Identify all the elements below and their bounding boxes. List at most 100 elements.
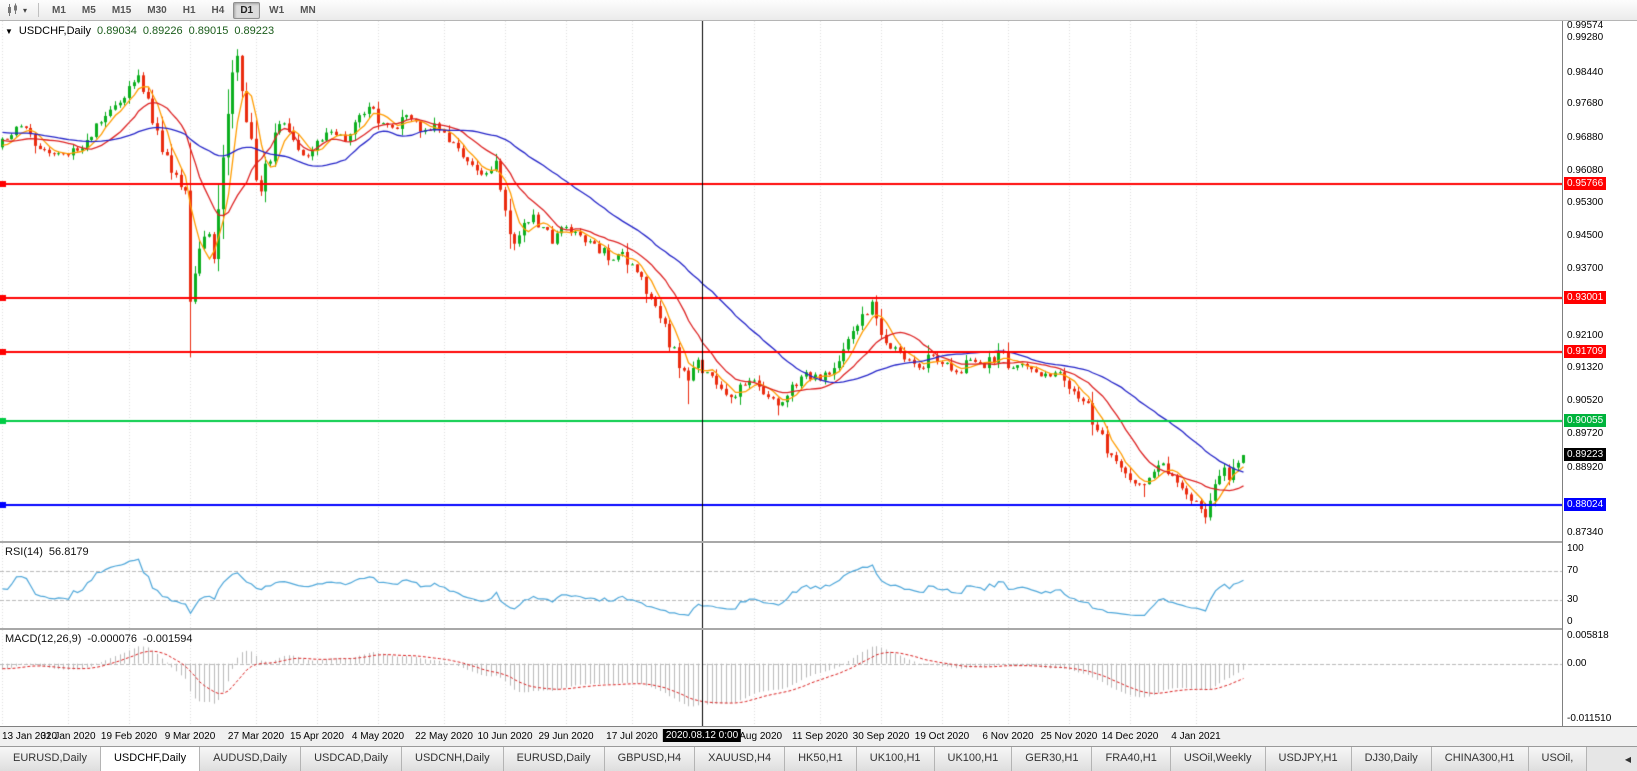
timeframe-m15-button[interactable]: M15	[111, 4, 132, 16]
chart-tab-xauusd-h4[interactable]: XAUUSD,H4	[695, 747, 786, 771]
time-axis-label: 24 Aug 2020	[725, 731, 783, 742]
price-chart-canvas[interactable]	[0, 21, 1562, 541]
price-axis-label: 0.98440	[1567, 66, 1604, 78]
time-axis-label: 9 Mar 2020	[164, 731, 216, 742]
tab-scroll-left-icon[interactable]: ◀	[1619, 747, 1637, 771]
price-axis-label: 0.90520	[1567, 395, 1604, 407]
ohlc-low: 0.89015	[188, 25, 229, 37]
time-axis-label: 19 Oct 2020	[914, 731, 970, 742]
timeframe-d1-button[interactable]: D1	[233, 1, 261, 19]
pane-separator[interactable]	[0, 541, 1637, 543]
price-axis-label: 0.89720	[1567, 428, 1604, 440]
rsi-indicator-canvas[interactable]	[0, 543, 1562, 628]
rsi-axis-label: 0	[1567, 616, 1573, 627]
time-axis-label: 30 Sep 2020	[852, 731, 910, 742]
chart-symbol: USDCHF,Daily	[18, 25, 92, 37]
chart-tab-usdcnh-daily[interactable]: USDCNH,Daily	[402, 747, 504, 771]
time-axis-label: 17 Jul 2020	[606, 731, 658, 742]
price-axis-badge-red: 0.95766	[1564, 176, 1607, 190]
price-axis-label: 0.92100	[1567, 329, 1604, 341]
macd-indicator-canvas[interactable]	[0, 630, 1562, 726]
price-axis-label: 0.99574	[1567, 19, 1604, 31]
rsi-label: RSI(14) 56.8179	[5, 546, 89, 558]
chart-tab-gbpusd-h4[interactable]: GBPUSD,H4	[604, 747, 696, 771]
rsi-axis-label: 30	[1567, 594, 1579, 606]
price-axis-label: 0.94500	[1567, 230, 1604, 242]
price-axis-label: 0.96080	[1567, 164, 1604, 176]
chart-tab-audusd-daily[interactable]: AUDUSD,Daily	[200, 747, 302, 771]
chart-tab-usdjpy-h1[interactable]: USDJPY,H1	[1265, 747, 1352, 771]
timeframe-m1-button[interactable]: M1	[52, 4, 66, 16]
chart-tab-usoil-[interactable]: USOil,	[1528, 747, 1588, 771]
price-axis-label: 0.91320	[1567, 362, 1604, 374]
time-axis: 13 Jan 2020 31 Jan 2020 19 Feb 2020 9 Mar 2…	[0, 726, 1637, 746]
price-scale-column: 0.99574 0.99280 0.98440 0.97680 0.96880 0.960…	[1562, 19, 1637, 726]
macd-name: MACD(12,26,9)	[5, 633, 82, 645]
toolbar: ▾ M1 M5 M15 M30 H1 H4 D1 W1 MN	[0, 0, 1637, 21]
time-axis-label: 31 Jan 2020	[40, 731, 96, 742]
rsi-name: RSI(14)	[5, 546, 43, 558]
timeframe-m5-button[interactable]: M5	[81, 4, 96, 16]
chart-tab-dj30-daily[interactable]: DJ30,Daily	[1351, 747, 1432, 771]
chart-tab-usdcad-daily[interactable]: USDCAD,Daily	[301, 747, 403, 771]
chart-tab-china300-h1[interactable]: CHINA300,H1	[1431, 747, 1529, 771]
time-axis-label: 4 Jan 2021	[1171, 731, 1221, 742]
rsi-value: 56.8179	[48, 546, 89, 558]
candlestick-icon-glyph	[8, 3, 17, 16]
time-axis-label: 4 May 2020	[351, 731, 405, 742]
price-axis-badge-blue: 0.88024	[1564, 497, 1607, 511]
price-axis-label: 0.99280	[1567, 32, 1604, 43]
chart-type-icon[interactable]	[4, 2, 22, 18]
crosshair-date-label: 2020.08.12 0:00	[662, 729, 742, 742]
ohlc-open: 0.89034	[97, 25, 137, 37]
price-axis-label: 0.96880	[1567, 131, 1604, 143]
chart-title: ▼ USDCHF,Daily 0.89034 0.89226 0.89015 0…	[5, 25, 274, 37]
time-axis-label: 27 Mar 2020	[227, 731, 285, 742]
time-axis-label: 19 Feb 2020	[100, 731, 158, 742]
chart-tab-usoil-weekly[interactable]: USOil,Weekly	[1170, 747, 1266, 771]
chart-tab-eurusd-daily[interactable]: EURUSD,Daily	[0, 747, 101, 771]
toolbar-separator	[38, 3, 40, 17]
time-axis-label: 10 Jun 2020	[477, 731, 533, 742]
time-axis-label: 11 Sep 2020	[792, 731, 848, 742]
price-axis-badge-green: 0.90055	[1564, 413, 1607, 427]
timeframe-h4-button[interactable]: H4	[211, 4, 225, 16]
price-axis-badge-black: 0.89223	[1564, 448, 1607, 462]
price-axis-badge-red: 0.91709	[1564, 344, 1607, 358]
chart-tab-uk100-h1[interactable]: UK100,H1	[934, 747, 1013, 771]
time-axis-label: 15 Apr 2020	[290, 731, 344, 742]
price-axis-label: 0.97680	[1567, 98, 1604, 110]
pane-separator[interactable]	[0, 628, 1637, 630]
chart-tab-uk100-h1[interactable]: UK100,H1	[856, 747, 935, 771]
chart-tab-eurusd-daily[interactable]: EURUSD,Daily	[503, 747, 605, 771]
time-axis-label: 13 Jan 2020	[2, 731, 58, 742]
macd-signal-value: -0.001594	[142, 633, 193, 645]
price-axis-label: 0.87340	[1567, 527, 1604, 539]
macd-axis-label: 0.005818	[1567, 629, 1609, 641]
chart-tab-fra40-h1[interactable]: FRA40,H1	[1092, 747, 1171, 771]
symbol-marker-icon: ▼	[5, 26, 13, 36]
ohlc-high: 0.89226	[142, 25, 183, 37]
chart-tab-usdchf-daily[interactable]: USDCHF,Daily	[100, 747, 201, 771]
timeframe-w1-button[interactable]: W1	[269, 4, 285, 16]
chart-tab-hk50-h1[interactable]: HK50,H1	[785, 747, 857, 771]
price-axis-badge-red: 0.93001	[1564, 291, 1607, 305]
rsi-axis-label: 100	[1567, 543, 1584, 554]
time-axis-label: 6 Nov 2020	[982, 731, 1034, 742]
time-axis-label: 25 Nov 2020	[1040, 731, 1098, 742]
rsi-axis-label: 70	[1567, 564, 1579, 576]
timeframe-h1-button[interactable]: H1	[182, 4, 196, 16]
price-axis-label: 0.88920	[1567, 461, 1604, 473]
price-axis-label: 0.93700	[1567, 263, 1604, 275]
time-axis-label: 22 May 2020	[415, 731, 473, 742]
timeframe-m30-button[interactable]: M30	[147, 4, 167, 16]
timeframe-mn-button[interactable]: MN	[300, 4, 316, 16]
macd-label: MACD(12,26,9) -0.000076 -0.001594	[5, 633, 193, 645]
macd-main-value: -0.000076	[87, 633, 137, 645]
macd-axis-label: -0.011510	[1567, 712, 1612, 724]
chart-type-caret-icon[interactable]: ▾	[23, 5, 28, 15]
chart-tab-ger30-h1[interactable]: GER30,H1	[1012, 747, 1093, 771]
chart-tab-bar: EURUSD,Daily USDCHF,Daily AUDUSD,Daily USDC…	[0, 746, 1637, 771]
price-axis-label: 0.95300	[1567, 197, 1604, 209]
